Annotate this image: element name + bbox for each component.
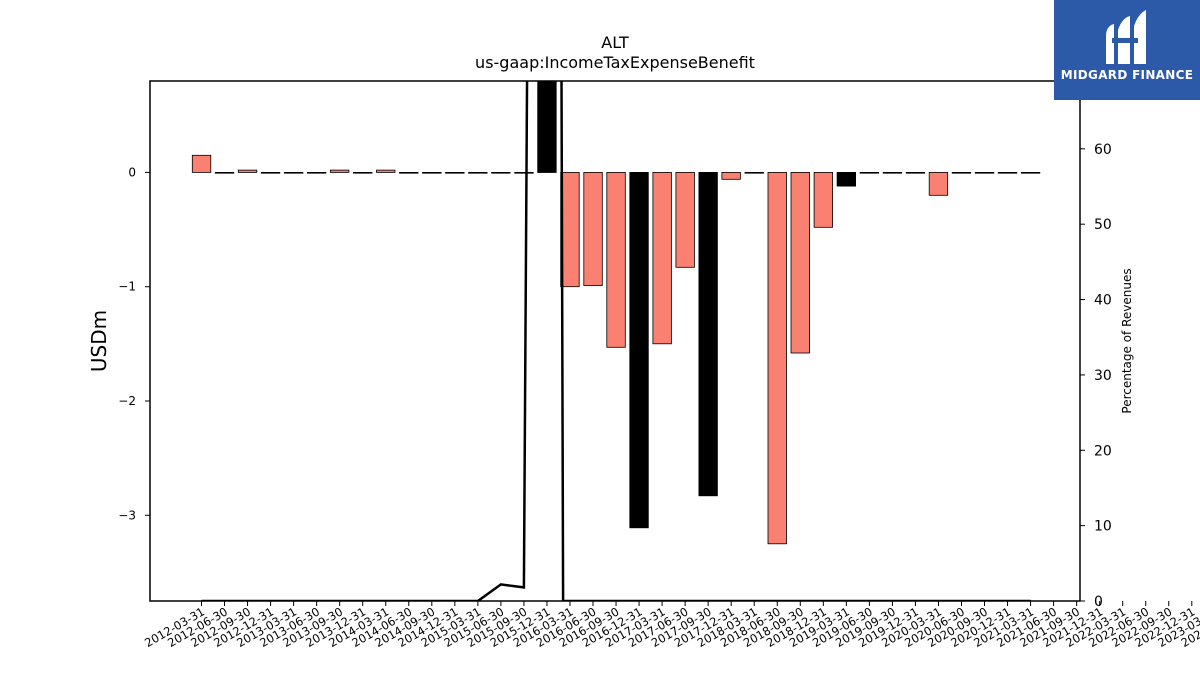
bar-23: -0.06 <box>721 171 741 180</box>
bar-5: 0 <box>306 171 327 174</box>
bar-13: 0 <box>491 171 511 174</box>
bar-25: -3.25 <box>767 171 787 545</box>
bar-24: 0 <box>744 171 764 174</box>
y-tick-label-0: −3 <box>118 508 136 522</box>
bar-30: 0 <box>882 171 903 174</box>
logo-mark-icon <box>1106 10 1146 64</box>
bar-22: -2.83 <box>698 171 718 497</box>
percentage-line <box>201 81 1031 601</box>
bar-29: 0 <box>859 171 879 174</box>
chart-subtitle: us-gaap:IncomeTaxExpenseBenefit <box>475 53 755 72</box>
bar-6: 0.02 <box>329 169 350 173</box>
y2-axis-label: Percentage of Revenues <box>1120 268 1134 413</box>
bar-20: -1.5 <box>652 171 672 345</box>
y-tick-label-1: −2 <box>118 394 136 408</box>
bar-12: 0 <box>468 171 488 174</box>
logo-text: MIDGARD FINANCE <box>1060 68 1194 82</box>
y-tick-label-2: −1 <box>118 280 136 294</box>
midgard-finance-logo: MIDGARD FINANCE <box>1054 0 1200 100</box>
plot-frame <box>149 80 1081 602</box>
bar-26: -1.58 <box>790 171 810 354</box>
bar-15: 0.9 <box>537 81 557 173</box>
plot-area: 0.1500.020000.0200.020000000.9-1-0.99-1.… <box>118 80 1200 650</box>
bar-35: 0 <box>997 171 1018 174</box>
bar-28: -0.12 <box>836 171 856 187</box>
bar-16: -1 <box>560 171 580 288</box>
bar-18: -1.53 <box>606 171 626 348</box>
bar-19: -3.11 <box>629 171 649 529</box>
bar-7: 0 <box>353 171 373 174</box>
bar-3: 0 <box>260 171 281 174</box>
y2-tick-label-6: 60 <box>1094 142 1112 158</box>
y2-tick-label-0: 0 <box>1094 594 1103 610</box>
bar-27: -0.48 <box>813 171 833 228</box>
bar-31: 0 <box>905 171 926 174</box>
bar-11: 0 <box>445 171 465 174</box>
bar-21: -0.83 <box>675 171 695 268</box>
bar-34: 0 <box>974 171 995 174</box>
bar-10: 0 <box>422 171 442 174</box>
y-axis-label: USDm <box>87 310 111 372</box>
y-tick-label-3: 0 <box>128 165 136 179</box>
y2-tick-label-4: 40 <box>1094 293 1112 309</box>
y2-tick-label-5: 50 <box>1094 217 1112 233</box>
bar-14: 0 <box>514 171 534 174</box>
bar-0: 0.15 <box>191 154 212 173</box>
y2-tick-label-1: 10 <box>1094 519 1112 535</box>
bar-1: 0 <box>214 171 235 174</box>
bar-9: 0 <box>399 171 419 174</box>
chart-title: ALT <box>601 33 629 52</box>
bar-32: -0.2 <box>928 171 949 196</box>
y2-tick-label-2: 20 <box>1094 443 1112 459</box>
bar-2: 0.02 <box>237 169 258 173</box>
bar-36: 0 <box>1020 171 1041 174</box>
bar-17: -0.99 <box>583 171 603 286</box>
bar-4: 0 <box>283 171 304 174</box>
y2-tick-label-3: 30 <box>1094 368 1112 384</box>
bar-8: 0.02 <box>376 169 396 173</box>
bar-33: 0 <box>951 171 972 174</box>
